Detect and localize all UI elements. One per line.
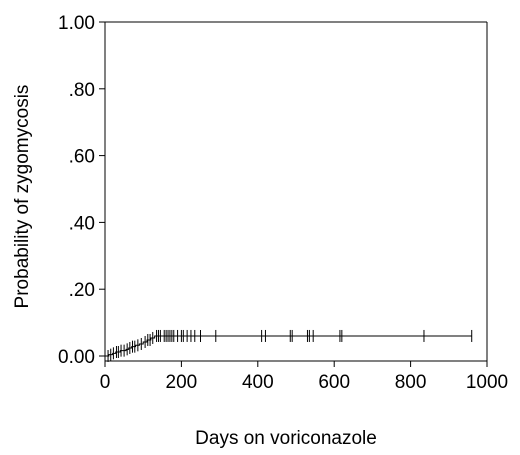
- y-tick-label: .20: [69, 280, 95, 301]
- x-tick-label: 800: [395, 372, 427, 393]
- axes: 0 200 400 600 800 1000 0.00 .20 .40 .60 .80 1.00: [58, 13, 508, 393]
- plot-area: [105, 329, 473, 362]
- x-tick-label: 200: [166, 372, 198, 393]
- km-step-line: [105, 335, 472, 357]
- x-tick-label: 600: [318, 372, 350, 393]
- x-tick-label: 1000: [466, 372, 508, 393]
- y-tick-label: .40: [69, 213, 95, 234]
- y-tick-label: 0.00: [58, 347, 95, 368]
- x-tick-label: 400: [242, 372, 274, 393]
- x-axis-label: Days on voriconazole: [195, 428, 377, 449]
- y-tick-label: .60: [69, 147, 95, 168]
- x-tick-label: 0: [100, 372, 111, 393]
- y-axis-label: Probability of zygomycosis: [12, 85, 33, 309]
- y-tick-label: 1.00: [58, 13, 95, 34]
- y-tick-label: .80: [69, 80, 95, 101]
